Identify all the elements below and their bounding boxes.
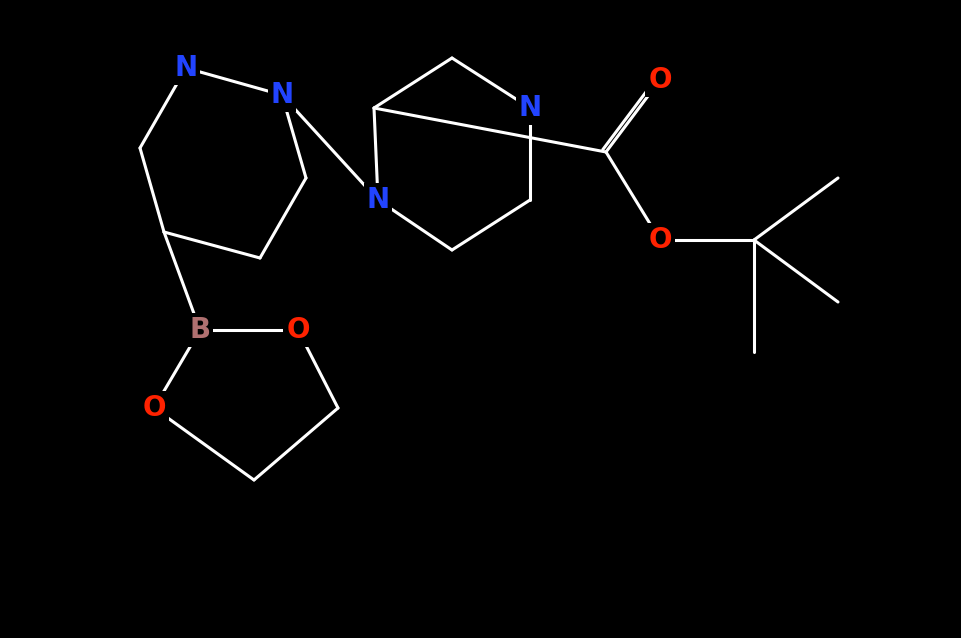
- Text: N: N: [366, 186, 389, 214]
- Text: O: O: [286, 316, 309, 344]
- Text: B: B: [189, 316, 210, 344]
- Text: O: O: [649, 226, 672, 254]
- Text: N: N: [518, 94, 542, 122]
- Text: O: O: [649, 66, 672, 94]
- Text: N: N: [270, 81, 293, 109]
- Text: N: N: [175, 54, 198, 82]
- Text: O: O: [142, 394, 165, 422]
